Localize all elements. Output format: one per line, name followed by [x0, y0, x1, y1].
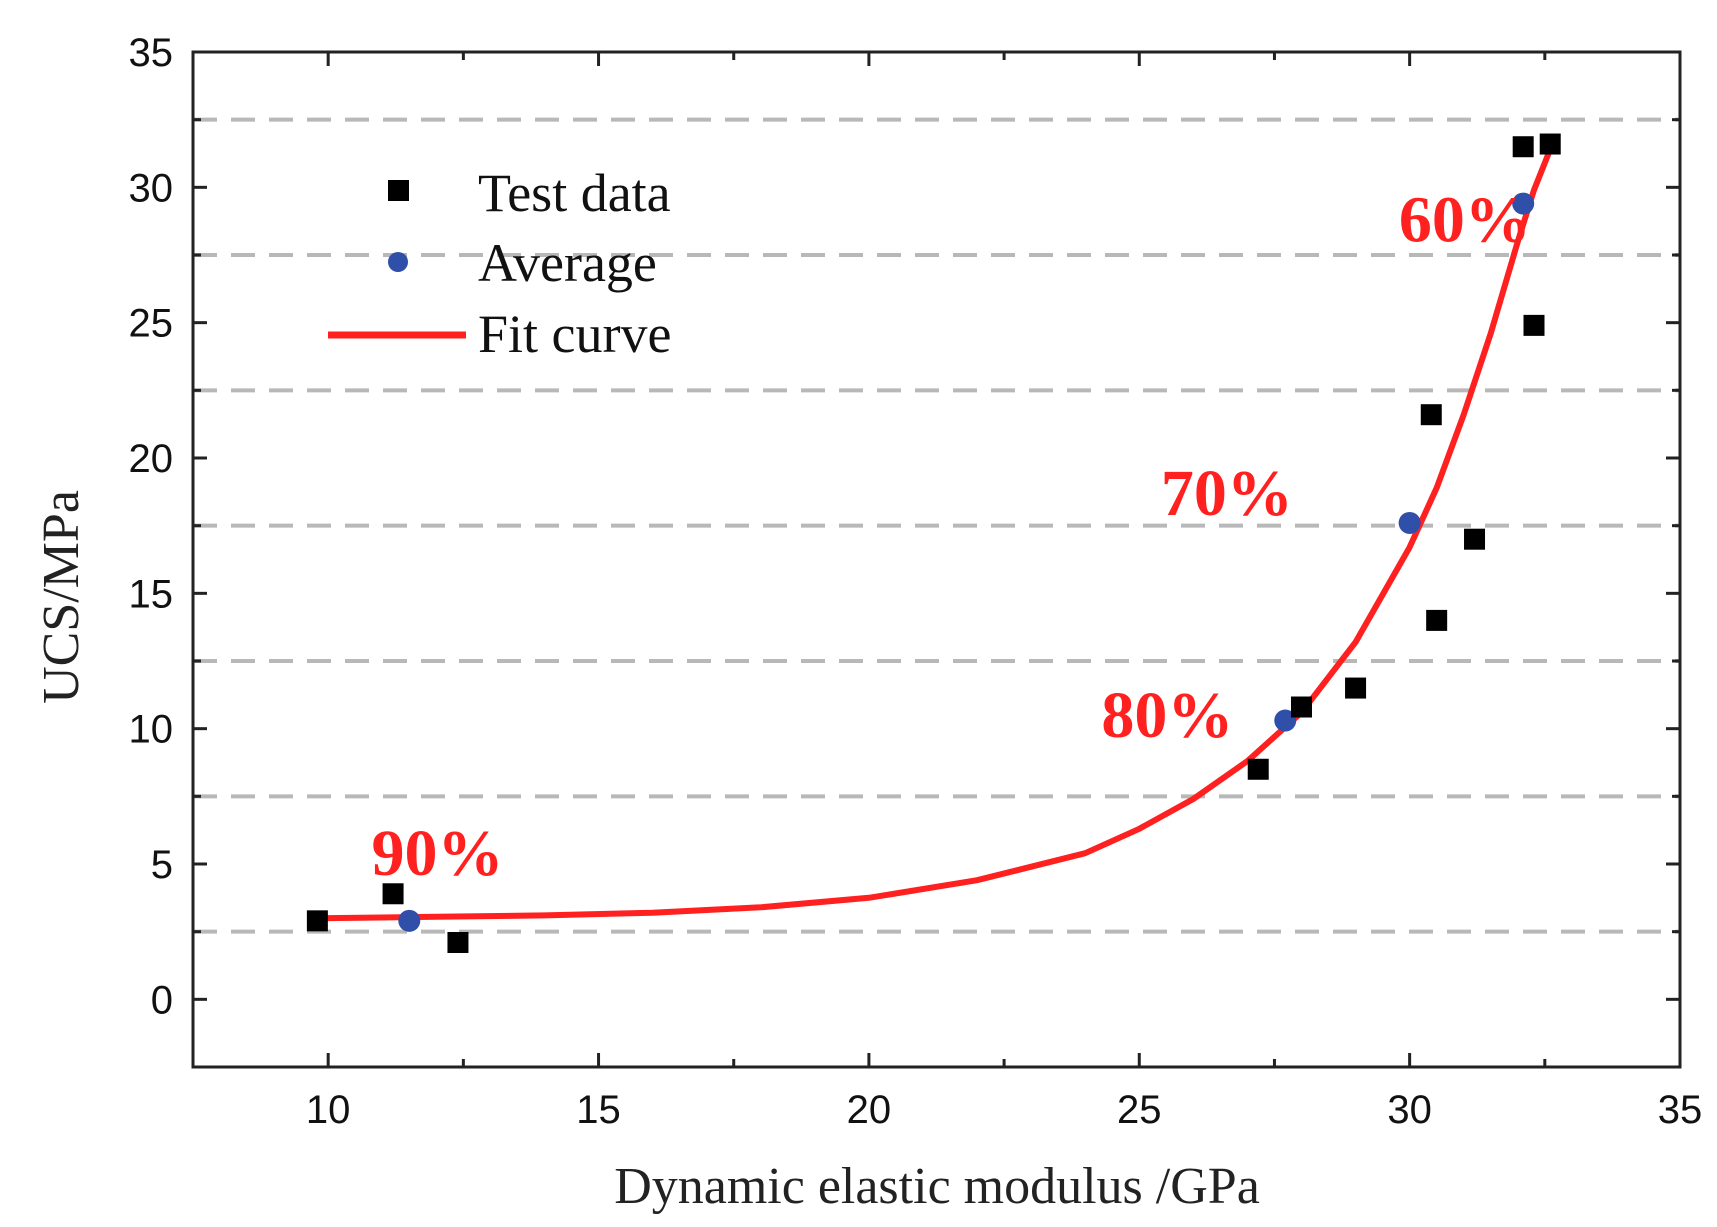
test-data-point: [1426, 609, 1448, 631]
tick-layer: 10 15 20 25 30 35 0 5 10 15 20 25 30 35: [129, 31, 1703, 1132]
y-tick-label: 10: [129, 708, 174, 752]
test-data-point: [1512, 136, 1534, 158]
grid-layer: [193, 117, 1680, 934]
x-tick-label: 25: [1117, 1088, 1162, 1132]
y-tick-label: 20: [129, 437, 174, 481]
annotation-label: 70%: [1161, 457, 1293, 530]
y-tick-label: 30: [129, 166, 174, 210]
y-tick-label: 25: [129, 302, 174, 346]
y-tick-label: 0: [151, 978, 173, 1022]
legend-test-label: Test data: [478, 163, 671, 223]
fit-layer: [325, 146, 1554, 922]
test-data-point: [447, 931, 469, 953]
annotation-label: 60%: [1399, 183, 1531, 256]
legend-test-marker: [388, 180, 409, 201]
legend-average-label: Average: [478, 233, 657, 293]
test-data-point: [1247, 758, 1269, 780]
y-tick-label: 35: [129, 31, 174, 75]
y-axis-title: UCS/MPa: [33, 490, 90, 704]
test-data-point: [382, 883, 404, 905]
test-data-point: [1420, 404, 1442, 426]
marker-layer: [306, 133, 1561, 953]
test-data-point: [306, 910, 328, 932]
test-data-point: [1523, 314, 1545, 336]
annotation-layer: 90% 80% 70% 60%: [371, 183, 1530, 889]
annotation-label: 80%: [1101, 679, 1233, 752]
legend-fit-label: Fit curve: [478, 304, 671, 364]
test-data-point: [1539, 133, 1561, 155]
legend: Test data Average Fit curve: [328, 163, 671, 364]
x-tick-label: 15: [576, 1088, 621, 1132]
x-tick-label: 20: [847, 1088, 892, 1132]
x-axis-title: Dynamic elastic modulus /GPa: [614, 1158, 1260, 1215]
y-tick-label: 15: [129, 572, 174, 616]
average-point: [398, 909, 421, 932]
legend-average-marker: [388, 252, 408, 272]
x-tick-label: 35: [1658, 1088, 1703, 1132]
average-point: [1398, 511, 1421, 534]
x-tick-label: 30: [1387, 1088, 1432, 1132]
test-data-point: [1345, 677, 1367, 699]
average-point: [1274, 709, 1297, 732]
annotation-label: 90%: [371, 817, 503, 890]
test-data-point: [1290, 696, 1312, 718]
average-point: [1512, 192, 1535, 215]
test-data-point: [1464, 528, 1486, 550]
fit-curve: [325, 146, 1554, 922]
plot-frame: [191, 50, 1682, 1069]
y-tick-label: 5: [151, 843, 173, 887]
x-tick-label: 10: [306, 1088, 351, 1132]
